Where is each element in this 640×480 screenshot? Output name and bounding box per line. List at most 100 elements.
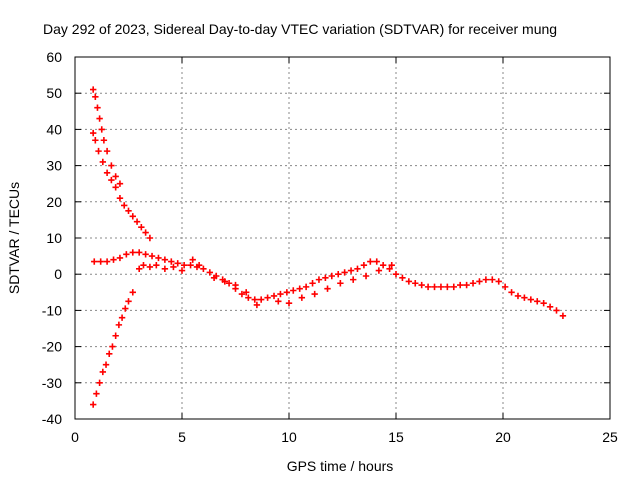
y-tick-label: 60 <box>46 49 62 65</box>
data-point <box>482 276 490 283</box>
data-point <box>136 265 143 272</box>
data-point <box>168 258 175 265</box>
data-point <box>388 261 395 269</box>
data-point <box>495 278 502 285</box>
data-point <box>270 292 278 300</box>
data-point <box>108 176 115 184</box>
data-point <box>546 303 554 310</box>
data-point <box>450 283 457 291</box>
data-point <box>476 278 483 285</box>
data-point <box>116 254 124 262</box>
x-tick-label: 10 <box>281 429 297 445</box>
data-point <box>180 261 188 269</box>
y-tick-label: 30 <box>46 158 62 174</box>
tick-labels: 0 5 10 15 20 25 -40 -30 -20 -10 0 10 20 30 40 50 60 <box>42 49 618 445</box>
data-point <box>553 307 560 314</box>
data-point <box>322 274 329 282</box>
data-point <box>540 299 547 307</box>
data-point <box>93 390 100 397</box>
data-point <box>315 276 323 283</box>
data-point <box>367 258 374 265</box>
data-point <box>92 93 99 101</box>
data-point <box>337 280 344 287</box>
data-point <box>386 265 393 272</box>
data-point <box>200 265 207 272</box>
plot-area <box>89 86 567 408</box>
plot-frame <box>74 56 611 420</box>
data-point <box>138 223 145 231</box>
data-point <box>243 289 250 296</box>
data-point <box>103 169 111 177</box>
data-point <box>121 202 128 209</box>
y-tick-label: 0 <box>54 266 62 282</box>
y-tick-label: 10 <box>46 230 62 246</box>
data-point <box>142 251 149 258</box>
data-point <box>109 343 116 350</box>
x-axis-label: GPS time / hours <box>287 458 394 474</box>
data-point <box>302 283 310 291</box>
data-point <box>89 86 97 93</box>
data-point <box>221 278 228 285</box>
series-main <box>91 249 567 320</box>
grid-lines <box>75 57 610 419</box>
data-point <box>360 261 368 269</box>
data-point <box>123 251 130 258</box>
data-point <box>424 283 432 291</box>
data-point <box>89 129 97 137</box>
data-point <box>285 299 293 307</box>
series-decay-lower <box>89 129 154 242</box>
data-point <box>412 280 419 287</box>
data-point <box>375 267 383 274</box>
series-scatter-band <box>136 256 395 309</box>
data-point <box>277 290 284 298</box>
data-point <box>508 289 515 296</box>
data-point <box>146 234 154 242</box>
data-point <box>103 258 111 265</box>
data-point <box>89 401 97 408</box>
data-point <box>362 272 370 280</box>
series-decay-upper <box>89 86 124 187</box>
data-point <box>112 184 119 191</box>
data-point <box>122 305 129 312</box>
data-point <box>489 276 496 283</box>
data-point <box>225 280 233 287</box>
data-point <box>469 280 477 287</box>
y-tick-label: -40 <box>42 411 62 427</box>
data-point <box>148 252 156 260</box>
x-tick-label: 15 <box>388 429 404 445</box>
data-point <box>457 281 464 289</box>
data-point <box>98 126 105 133</box>
y-tick-label: 50 <box>46 85 62 101</box>
data-point <box>245 294 252 301</box>
data-point <box>195 261 203 269</box>
data-point <box>178 267 186 274</box>
data-point <box>170 263 177 271</box>
data-point <box>97 258 104 265</box>
data-point <box>206 269 214 276</box>
data-point <box>125 298 132 305</box>
data-point <box>99 158 107 166</box>
data-point <box>431 283 438 291</box>
data-point <box>110 256 117 263</box>
data-point <box>324 285 331 292</box>
data-point <box>146 263 154 271</box>
data-point <box>283 289 291 296</box>
data-point <box>501 283 509 291</box>
data-point <box>133 218 141 225</box>
data-point <box>115 321 123 329</box>
x-tick-label: 0 <box>71 429 79 445</box>
data-point <box>514 292 522 300</box>
data-point <box>112 332 119 339</box>
x-tick-label: 20 <box>495 429 511 445</box>
data-point <box>296 285 303 292</box>
data-point <box>347 267 355 274</box>
data-marks <box>89 86 567 408</box>
data-point <box>96 115 103 122</box>
data-point <box>328 272 335 280</box>
data-point <box>373 258 380 265</box>
data-point <box>118 314 126 321</box>
data-point <box>136 249 143 256</box>
data-point <box>463 281 470 289</box>
data-point <box>379 261 387 269</box>
y-tick-label: -10 <box>42 302 62 318</box>
